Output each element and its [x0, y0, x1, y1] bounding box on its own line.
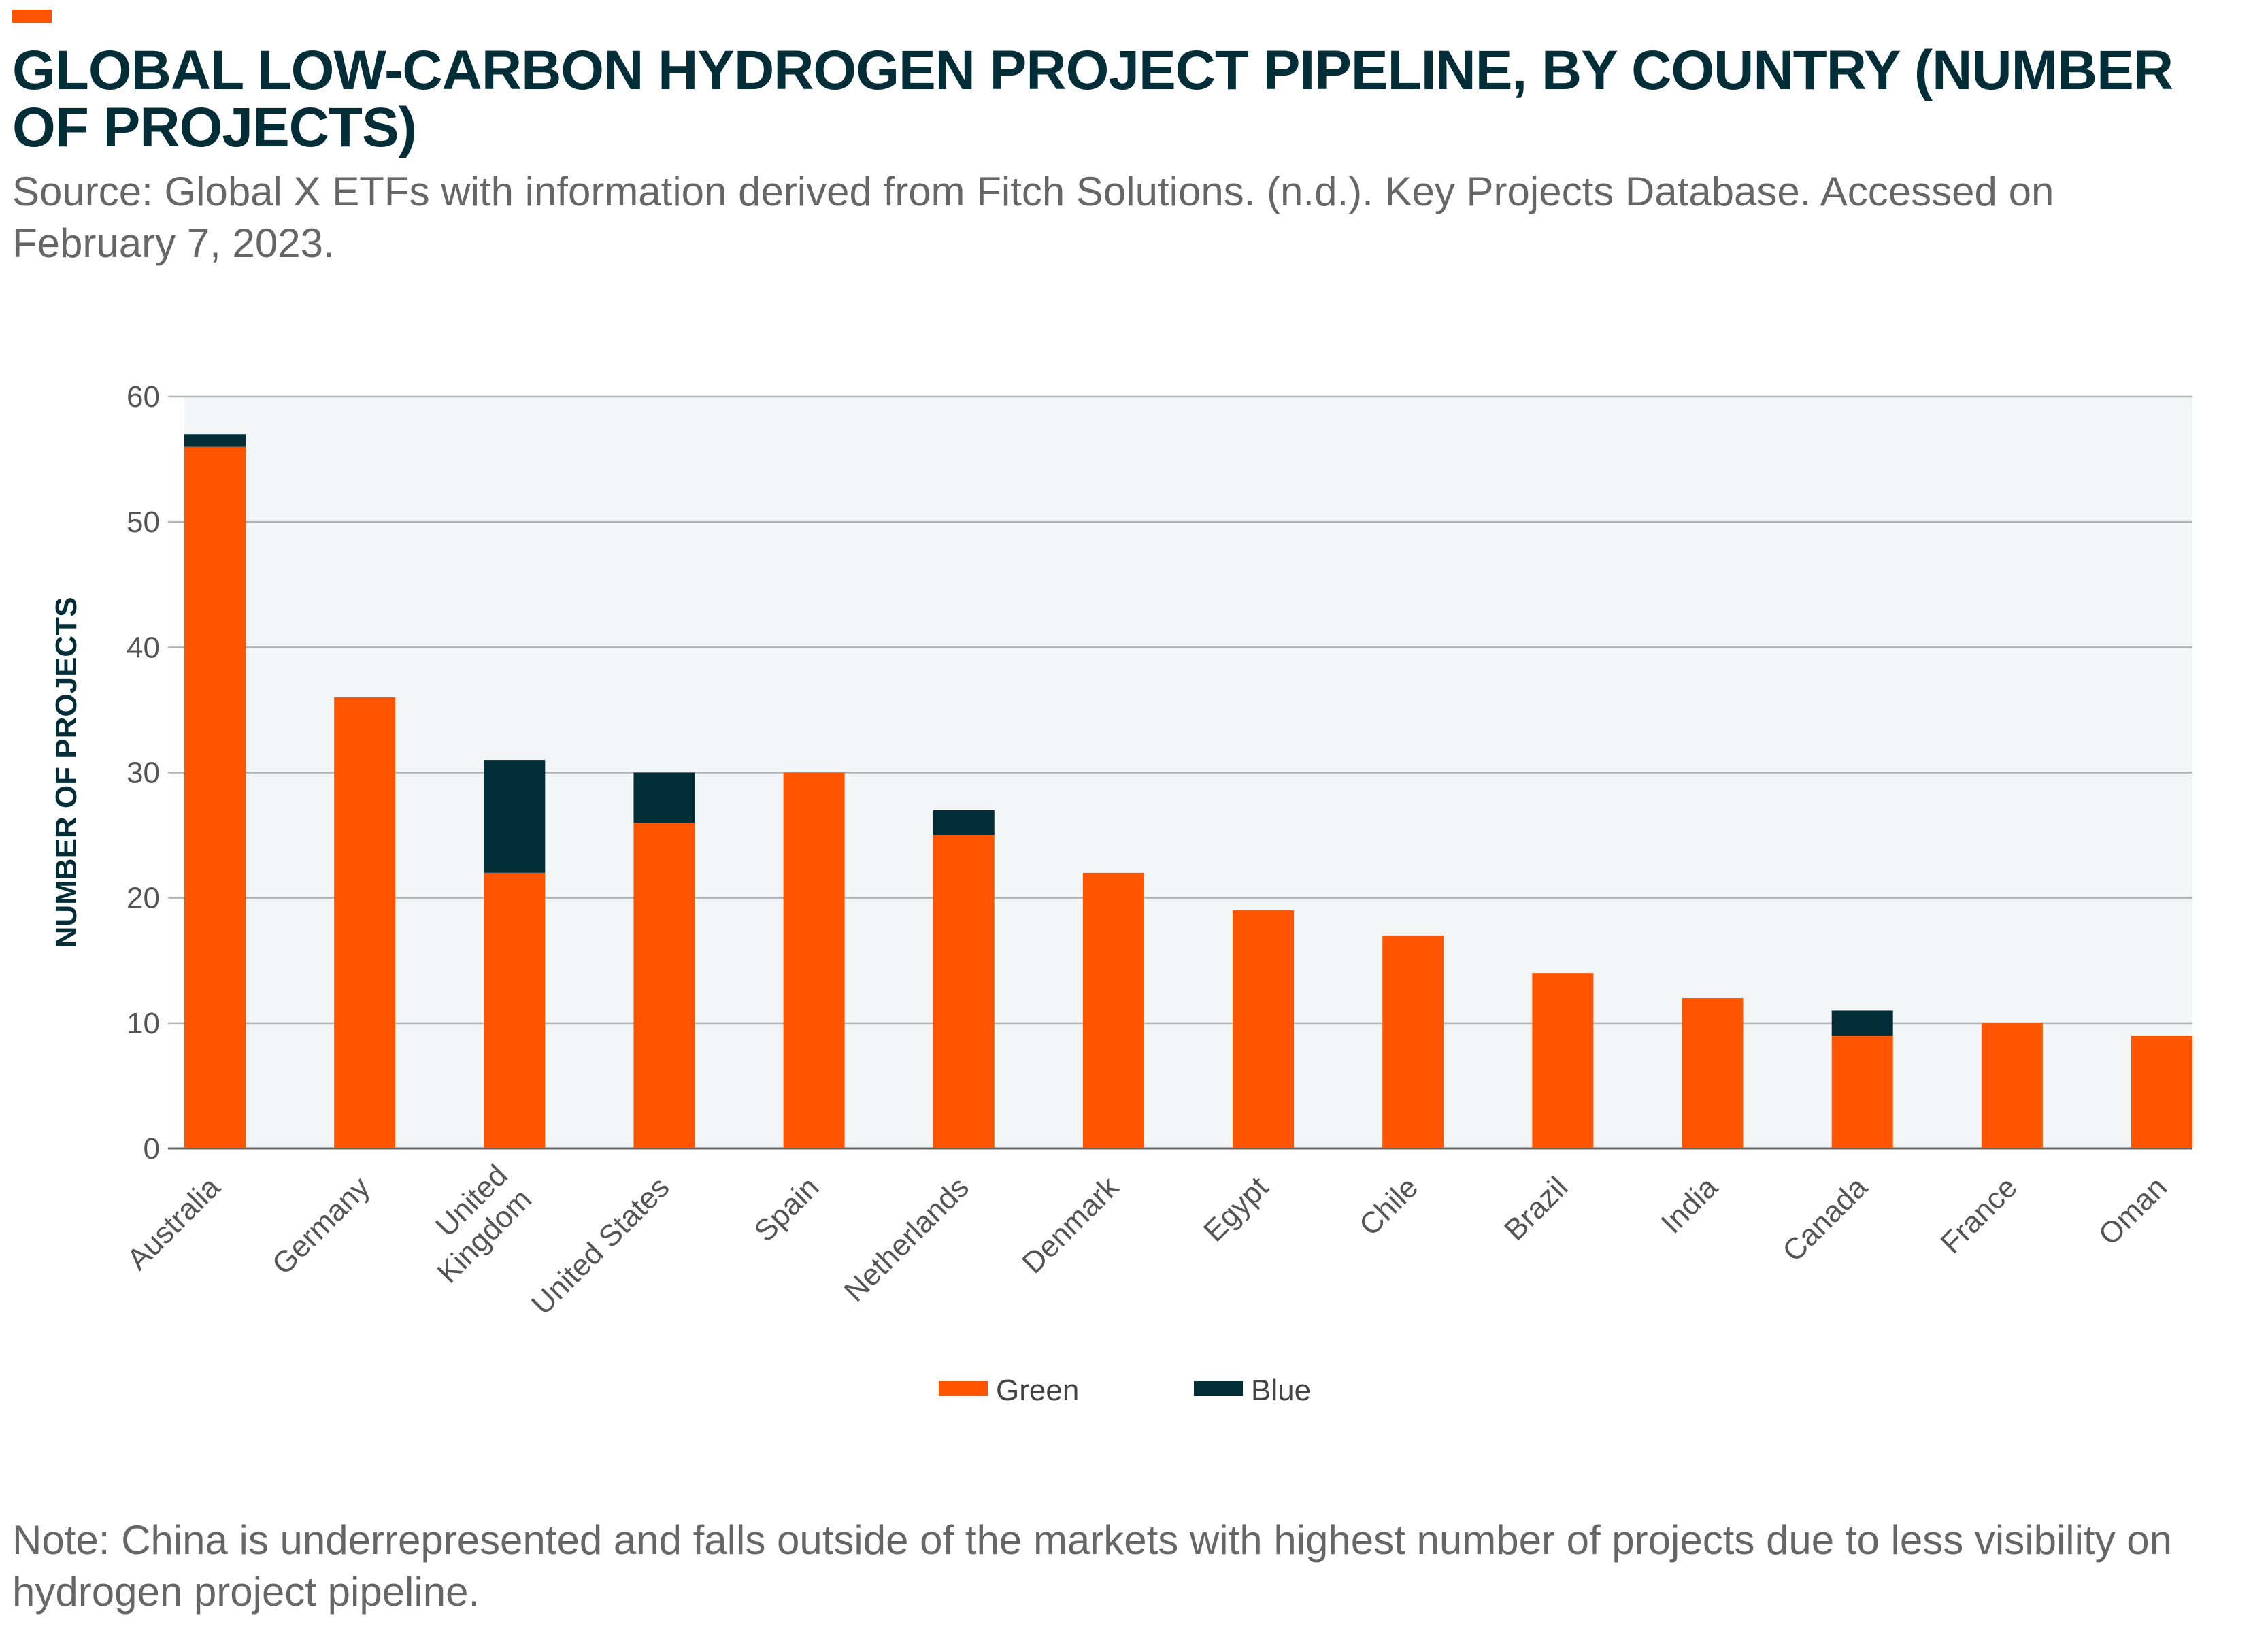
x-tick-label: Oman — [2092, 1170, 2173, 1251]
bar-green — [184, 446, 246, 1148]
y-tick-label: 0 — [144, 1132, 160, 1165]
bar-green — [783, 772, 845, 1148]
x-tick-label: UnitedKingdom — [407, 1159, 538, 1290]
x-tick-label: Australia — [120, 1170, 227, 1276]
accent-bar — [12, 10, 52, 23]
x-tick-label: Germany — [266, 1170, 377, 1281]
bar-green — [484, 872, 546, 1148]
bar-blue — [933, 810, 995, 835]
bar-green — [1082, 872, 1144, 1148]
bar-green — [1981, 1023, 2043, 1148]
bar-green — [633, 823, 695, 1148]
bar-blue — [633, 772, 695, 823]
bar-blue — [184, 434, 246, 447]
legend-swatch-blue — [1194, 1381, 1243, 1396]
y-tick-label: 30 — [127, 757, 160, 790]
x-tick-label: United States — [525, 1170, 676, 1321]
note-text: Note: China is underrepresented and fall… — [12, 1517, 2173, 1615]
legend-swatch-green — [939, 1381, 988, 1396]
bar-green — [1831, 1036, 1893, 1148]
bar-blue — [1831, 1010, 1893, 1036]
y-axis-label: NUMBER OF PROJECTS — [50, 597, 83, 948]
bar-green — [1233, 910, 1295, 1148]
chart-title: GLOBAL LOW-CARBON HYDROGEN PROJECT PIPEL… — [12, 39, 2173, 159]
bar-green — [334, 697, 396, 1148]
y-tick-label: 50 — [127, 506, 160, 539]
x-tick-label: Egypt — [1197, 1170, 1275, 1248]
bar-green — [1682, 998, 1744, 1148]
source-text: Source: Global X ETFs with information d… — [12, 169, 2054, 266]
x-tick-label: Canada — [1776, 1170, 1874, 1268]
bar-blue — [484, 760, 546, 873]
x-tick-label: Spain — [748, 1170, 825, 1248]
x-tick-label: Netherlands — [837, 1170, 975, 1308]
x-tick-label: Chile — [1353, 1170, 1425, 1242]
x-tick-label: Denmark — [1016, 1170, 1126, 1280]
legend-label-blue: Blue — [1251, 1374, 1311, 1407]
bar-green — [1532, 973, 1594, 1148]
x-tick-label: Brazil — [1498, 1170, 1574, 1246]
x-tick-label: India — [1654, 1170, 1724, 1240]
bar-green — [933, 835, 995, 1148]
y-tick-label: 20 — [127, 882, 160, 915]
bar-green — [1382, 935, 1444, 1148]
legend-label-green: Green — [996, 1374, 1079, 1407]
y-tick-label: 60 — [127, 380, 160, 414]
bar-green — [2131, 1036, 2192, 1148]
y-tick-label: 40 — [127, 631, 160, 664]
x-tick-label: France — [1934, 1170, 2023, 1259]
y-tick-label: 10 — [127, 1007, 160, 1040]
